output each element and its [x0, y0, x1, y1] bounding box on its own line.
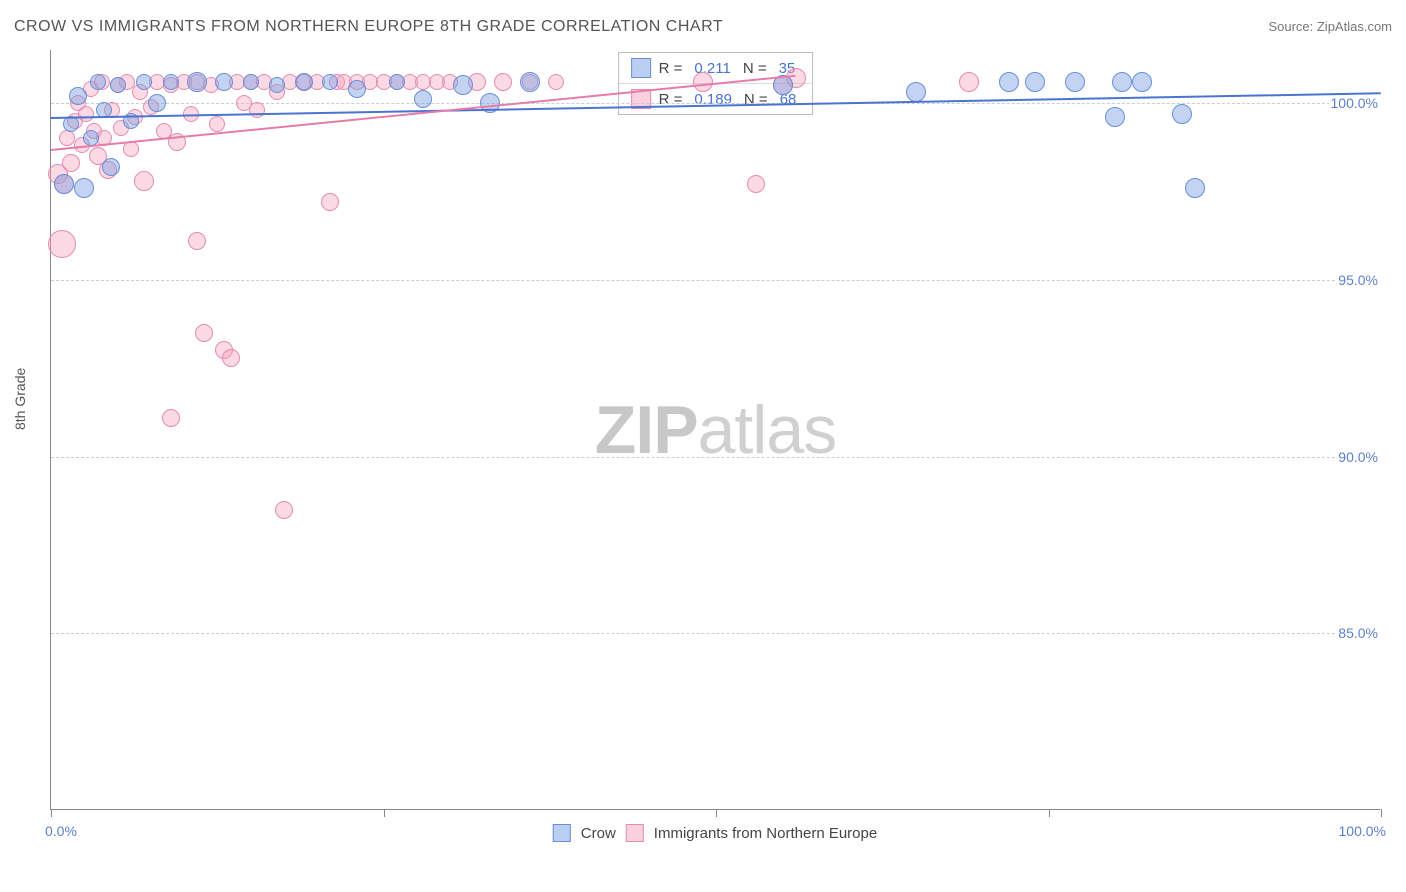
- legend-bottom-swatch-blue: [553, 824, 571, 842]
- data-point-blue: [90, 74, 106, 90]
- data-point-blue: [54, 174, 74, 194]
- data-point-pink: [959, 72, 979, 92]
- data-point-blue: [1025, 72, 1045, 92]
- data-point-blue: [74, 178, 94, 198]
- data-point-pink: [494, 73, 512, 91]
- y-tick-label: 85.0%: [1336, 625, 1380, 641]
- x-tick: [1381, 809, 1382, 817]
- data-point-pink: [134, 171, 154, 191]
- y-tick-label: 90.0%: [1336, 449, 1380, 465]
- data-point-blue: [269, 77, 285, 93]
- title-bar: CROW VS IMMIGRANTS FROM NORTHERN EUROPE …: [14, 18, 1392, 36]
- x-tick: [716, 809, 717, 817]
- data-point-blue: [243, 74, 259, 90]
- x-axis-label-min: 0.0%: [45, 823, 77, 839]
- data-point-blue: [1065, 72, 1085, 92]
- data-point-blue: [163, 74, 179, 90]
- data-point-blue: [1112, 72, 1132, 92]
- legend-r-label-blue: R =: [659, 60, 683, 77]
- y-axis-label: 8th Grade: [12, 368, 28, 430]
- legend-bottom-label-pink: Immigrants from Northern Europe: [654, 825, 877, 842]
- data-point-blue: [187, 72, 207, 92]
- gridline: [51, 457, 1380, 458]
- y-tick-label: 100.0%: [1329, 95, 1380, 111]
- data-point-pink: [209, 116, 225, 132]
- data-point-pink: [78, 106, 94, 122]
- data-point-pink: [249, 102, 265, 118]
- data-point-blue: [69, 87, 87, 105]
- chart-title: CROW VS IMMIGRANTS FROM NORTHERN EUROPE …: [14, 18, 723, 36]
- y-tick-label: 95.0%: [1336, 272, 1380, 288]
- gridline: [51, 633, 1380, 634]
- data-point-blue: [295, 73, 313, 91]
- x-tick: [1049, 809, 1050, 817]
- data-point-blue: [1172, 104, 1192, 124]
- data-point-pink: [747, 175, 765, 193]
- data-point-pink: [62, 154, 80, 172]
- data-point-blue: [1105, 107, 1125, 127]
- data-point-pink: [275, 501, 293, 519]
- data-point-blue: [136, 74, 152, 90]
- plot-area: ZIPatlas R = 0.211 N = 35 R = 0.189 N = …: [50, 50, 1380, 810]
- data-point-pink: [321, 193, 339, 211]
- data-point-blue: [389, 74, 405, 90]
- data-point-blue: [520, 72, 540, 92]
- data-point-blue: [148, 94, 166, 112]
- data-point-blue: [999, 72, 1019, 92]
- x-tick: [51, 809, 52, 817]
- data-point-pink: [195, 324, 213, 342]
- source-label: Source: ZipAtlas.com: [1268, 19, 1392, 34]
- legend-bottom-swatch-pink: [626, 824, 644, 842]
- gridline: [51, 280, 1380, 281]
- data-point-blue: [348, 80, 366, 98]
- data-point-blue: [322, 74, 338, 90]
- data-point-blue: [102, 158, 120, 176]
- data-point-blue: [453, 75, 473, 95]
- data-point-blue: [215, 73, 233, 91]
- data-point-blue: [1132, 72, 1152, 92]
- data-point-blue: [906, 82, 926, 102]
- plot-canvas: ZIPatlas R = 0.211 N = 35 R = 0.189 N = …: [50, 50, 1380, 810]
- data-point-blue: [1185, 178, 1205, 198]
- x-axis-label-max: 100.0%: [1339, 823, 1386, 839]
- legend-n-label-blue: N =: [743, 60, 767, 77]
- data-point-pink: [188, 232, 206, 250]
- data-point-pink: [222, 349, 240, 367]
- legend-swatch-blue: [631, 58, 651, 78]
- x-tick: [384, 809, 385, 817]
- data-point-pink: [162, 409, 180, 427]
- data-point-blue: [414, 90, 432, 108]
- data-point-pink: [693, 72, 713, 92]
- data-point-pink: [48, 230, 76, 258]
- legend-series: Crow Immigrants from Northern Europe: [553, 824, 877, 842]
- data-point-blue: [110, 77, 126, 93]
- data-point-pink: [59, 130, 75, 146]
- legend-bottom-label-blue: Crow: [581, 825, 616, 842]
- data-point-pink: [548, 74, 564, 90]
